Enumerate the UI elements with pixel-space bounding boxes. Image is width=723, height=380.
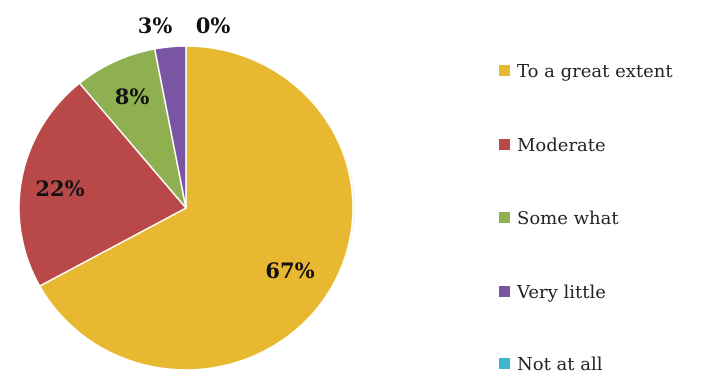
slice-label-some-what: 8% (115, 84, 150, 109)
pie-slices (18, 45, 354, 371)
legend-swatch-very-little (499, 286, 510, 297)
legend-swatch-some-what (499, 212, 510, 223)
legend-swatch-moderate (499, 139, 510, 150)
legend-label-not-at-all: Not at all (517, 354, 603, 375)
legend-swatch-to-a-great-extent (499, 65, 510, 76)
legend-label-some-what: Some what (517, 208, 619, 229)
slice-label-to-a-great-extent: 67% (265, 258, 314, 283)
legend-item-very-little: Very little (499, 282, 606, 303)
pie-slice-moderate (18, 82, 187, 287)
slice-label-not-at-all: 0% (196, 13, 231, 38)
slice-label-moderate: 22% (35, 176, 84, 201)
pie-slice-to-a-great-extent (38, 45, 354, 371)
legend-item-to-a-great-extent: To a great extent (499, 61, 673, 82)
legend-swatch-not-at-all (499, 358, 510, 369)
legend-item-not-at-all: Not at all (499, 354, 603, 375)
legend-item-some-what: Some what (499, 208, 619, 229)
pie-slice-labels: 67% 22% 8% 3% 0% (35, 13, 314, 283)
legend: To a great extent Moderate Some what Ver… (499, 61, 673, 375)
legend-item-moderate: Moderate (499, 135, 606, 156)
pie-slice-very-little (153, 45, 187, 209)
legend-label-moderate: Moderate (517, 135, 606, 156)
legend-label-very-little: Very little (516, 282, 606, 303)
slice-label-very-little: 3% (138, 13, 173, 38)
legend-label-to-a-great-extent: To a great extent (517, 61, 673, 82)
